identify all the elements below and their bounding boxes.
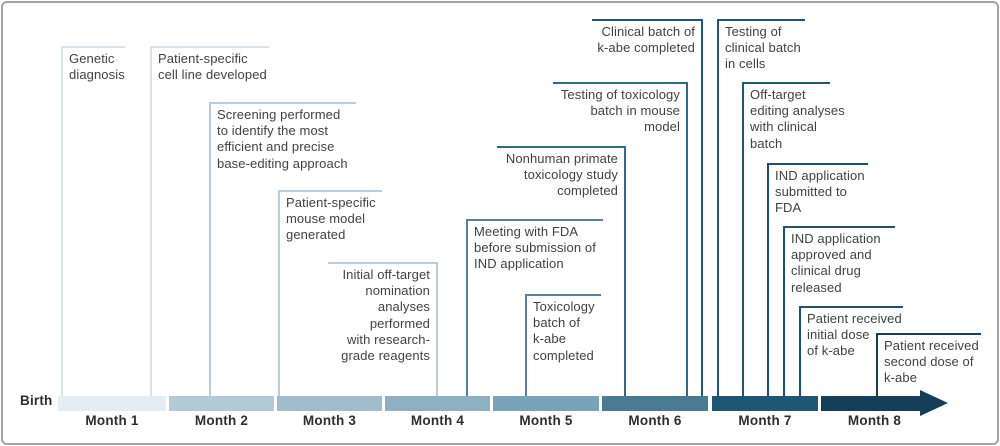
milestone-label: IND application approved and clinical dr… xyxy=(791,231,881,295)
milestone-bracket-vertical-line xyxy=(717,19,719,396)
milestone-bracket-vertical-line xyxy=(876,333,878,396)
milestone-label: Initial off-target nomination analyses p… xyxy=(341,267,430,364)
milestone-bracket-vertical-line xyxy=(436,262,438,396)
milestone-bracket-vertical-line xyxy=(624,146,626,396)
milestone-bracket-vertical-line xyxy=(278,190,280,396)
month-label: Month 7 xyxy=(738,413,792,428)
month-segment xyxy=(277,396,382,411)
month-segment xyxy=(602,396,708,411)
milestone-label: Nonhuman primate toxicology study comple… xyxy=(505,151,618,199)
milestone-bracket-horizontal-line xyxy=(592,19,702,21)
month-segment xyxy=(169,396,274,411)
milestone-bracket-horizontal-line xyxy=(62,46,125,48)
milestone-bracket-vertical-line xyxy=(742,82,744,396)
milestone-label: Patient-specific mouse model generated xyxy=(286,195,376,243)
milestone-bracket-horizontal-line xyxy=(718,19,805,21)
milestone-bracket-horizontal-line xyxy=(877,333,981,335)
milestone-bracket-vertical-line xyxy=(61,46,63,396)
milestone-bracket-horizontal-line xyxy=(210,102,356,104)
milestone-bracket-vertical-line xyxy=(209,102,211,396)
birth-label: Birth xyxy=(20,393,53,408)
month-segment xyxy=(493,396,599,411)
milestone-bracket-horizontal-line xyxy=(768,163,868,165)
milestone-bracket-vertical-line xyxy=(701,19,703,396)
milestone-bracket-horizontal-line xyxy=(553,82,687,84)
month-label: Month 2 xyxy=(194,413,249,428)
milestone-bracket-vertical-line xyxy=(783,226,785,396)
milestone-bracket-horizontal-line xyxy=(743,82,830,84)
month-label: Month 8 xyxy=(847,413,902,428)
milestone-bracket-horizontal-line xyxy=(328,262,437,264)
milestone-label: Patient received initial dose of k-abe xyxy=(807,311,902,359)
month-label: Month 3 xyxy=(302,413,357,428)
milestone-label: Patient-specific cell line developed xyxy=(158,51,267,83)
milestone-bracket-vertical-line xyxy=(525,294,527,396)
milestone-bracket-vertical-line xyxy=(686,82,688,396)
month-segment xyxy=(821,396,922,411)
month-label: Month 4 xyxy=(410,413,465,428)
milestone-label: Testing of toxicology batch in mouse mod… xyxy=(560,87,680,135)
month-segment xyxy=(385,396,490,411)
month-label: Month 1 xyxy=(85,413,139,428)
month-segment xyxy=(712,396,818,411)
month-label: Month 5 xyxy=(519,413,573,428)
milestone-label: Patient received second dose of k-abe xyxy=(884,338,979,386)
milestone-bracket-horizontal-line xyxy=(800,306,903,308)
milestone-bracket-horizontal-line xyxy=(151,46,269,48)
milestone-label: IND application submitted to FDA xyxy=(775,168,865,216)
milestone-label: Meeting with FDA before submission of IN… xyxy=(474,224,596,272)
milestone-bracket-horizontal-line xyxy=(526,294,601,296)
milestone-bracket-horizontal-line xyxy=(497,146,625,148)
milestone-bracket-horizontal-line xyxy=(467,219,603,221)
milestone-label: Testing of clinical batch in cells xyxy=(725,24,801,72)
milestone-bracket-vertical-line xyxy=(799,306,801,396)
timeline-arrowhead xyxy=(920,390,948,416)
milestone-bracket-vertical-line xyxy=(767,163,769,396)
milestone-bracket-vertical-line xyxy=(150,46,152,396)
milestone-label: Screening performed to identify the most… xyxy=(217,107,348,171)
milestone-label: Genetic diagnosis xyxy=(69,51,125,83)
milestone-label: Off-target editing analyses with clinica… xyxy=(750,87,845,151)
milestone-bracket-horizontal-line xyxy=(784,226,895,228)
milestone-label: Toxicology batch of k-abe completed xyxy=(533,299,595,363)
milestone-label: Clinical batch of k-abe completed xyxy=(597,24,695,56)
month-segment xyxy=(58,396,166,411)
month-label: Month 6 xyxy=(628,413,682,428)
milestone-bracket-vertical-line xyxy=(466,219,468,396)
milestone-bracket-horizontal-line xyxy=(279,190,382,192)
